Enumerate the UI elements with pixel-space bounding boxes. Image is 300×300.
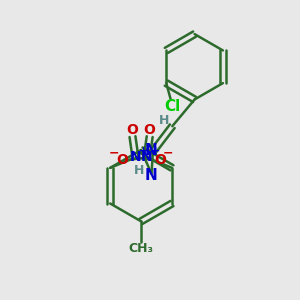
Text: −: − [163,147,173,160]
Text: O: O [116,153,128,167]
Text: N: N [145,168,158,183]
Text: N: N [145,142,158,158]
Text: O: O [144,123,156,137]
Text: +: + [150,146,160,156]
Text: Cl: Cl [164,98,180,113]
Text: −: − [109,147,119,160]
Text: CH₃: CH₃ [129,242,154,256]
Text: O: O [127,123,138,137]
Text: O: O [154,153,166,167]
Text: +: + [139,146,148,156]
Text: H: H [134,164,144,177]
Text: N: N [130,150,141,164]
Text: H: H [159,114,169,127]
Text: N: N [141,150,152,164]
